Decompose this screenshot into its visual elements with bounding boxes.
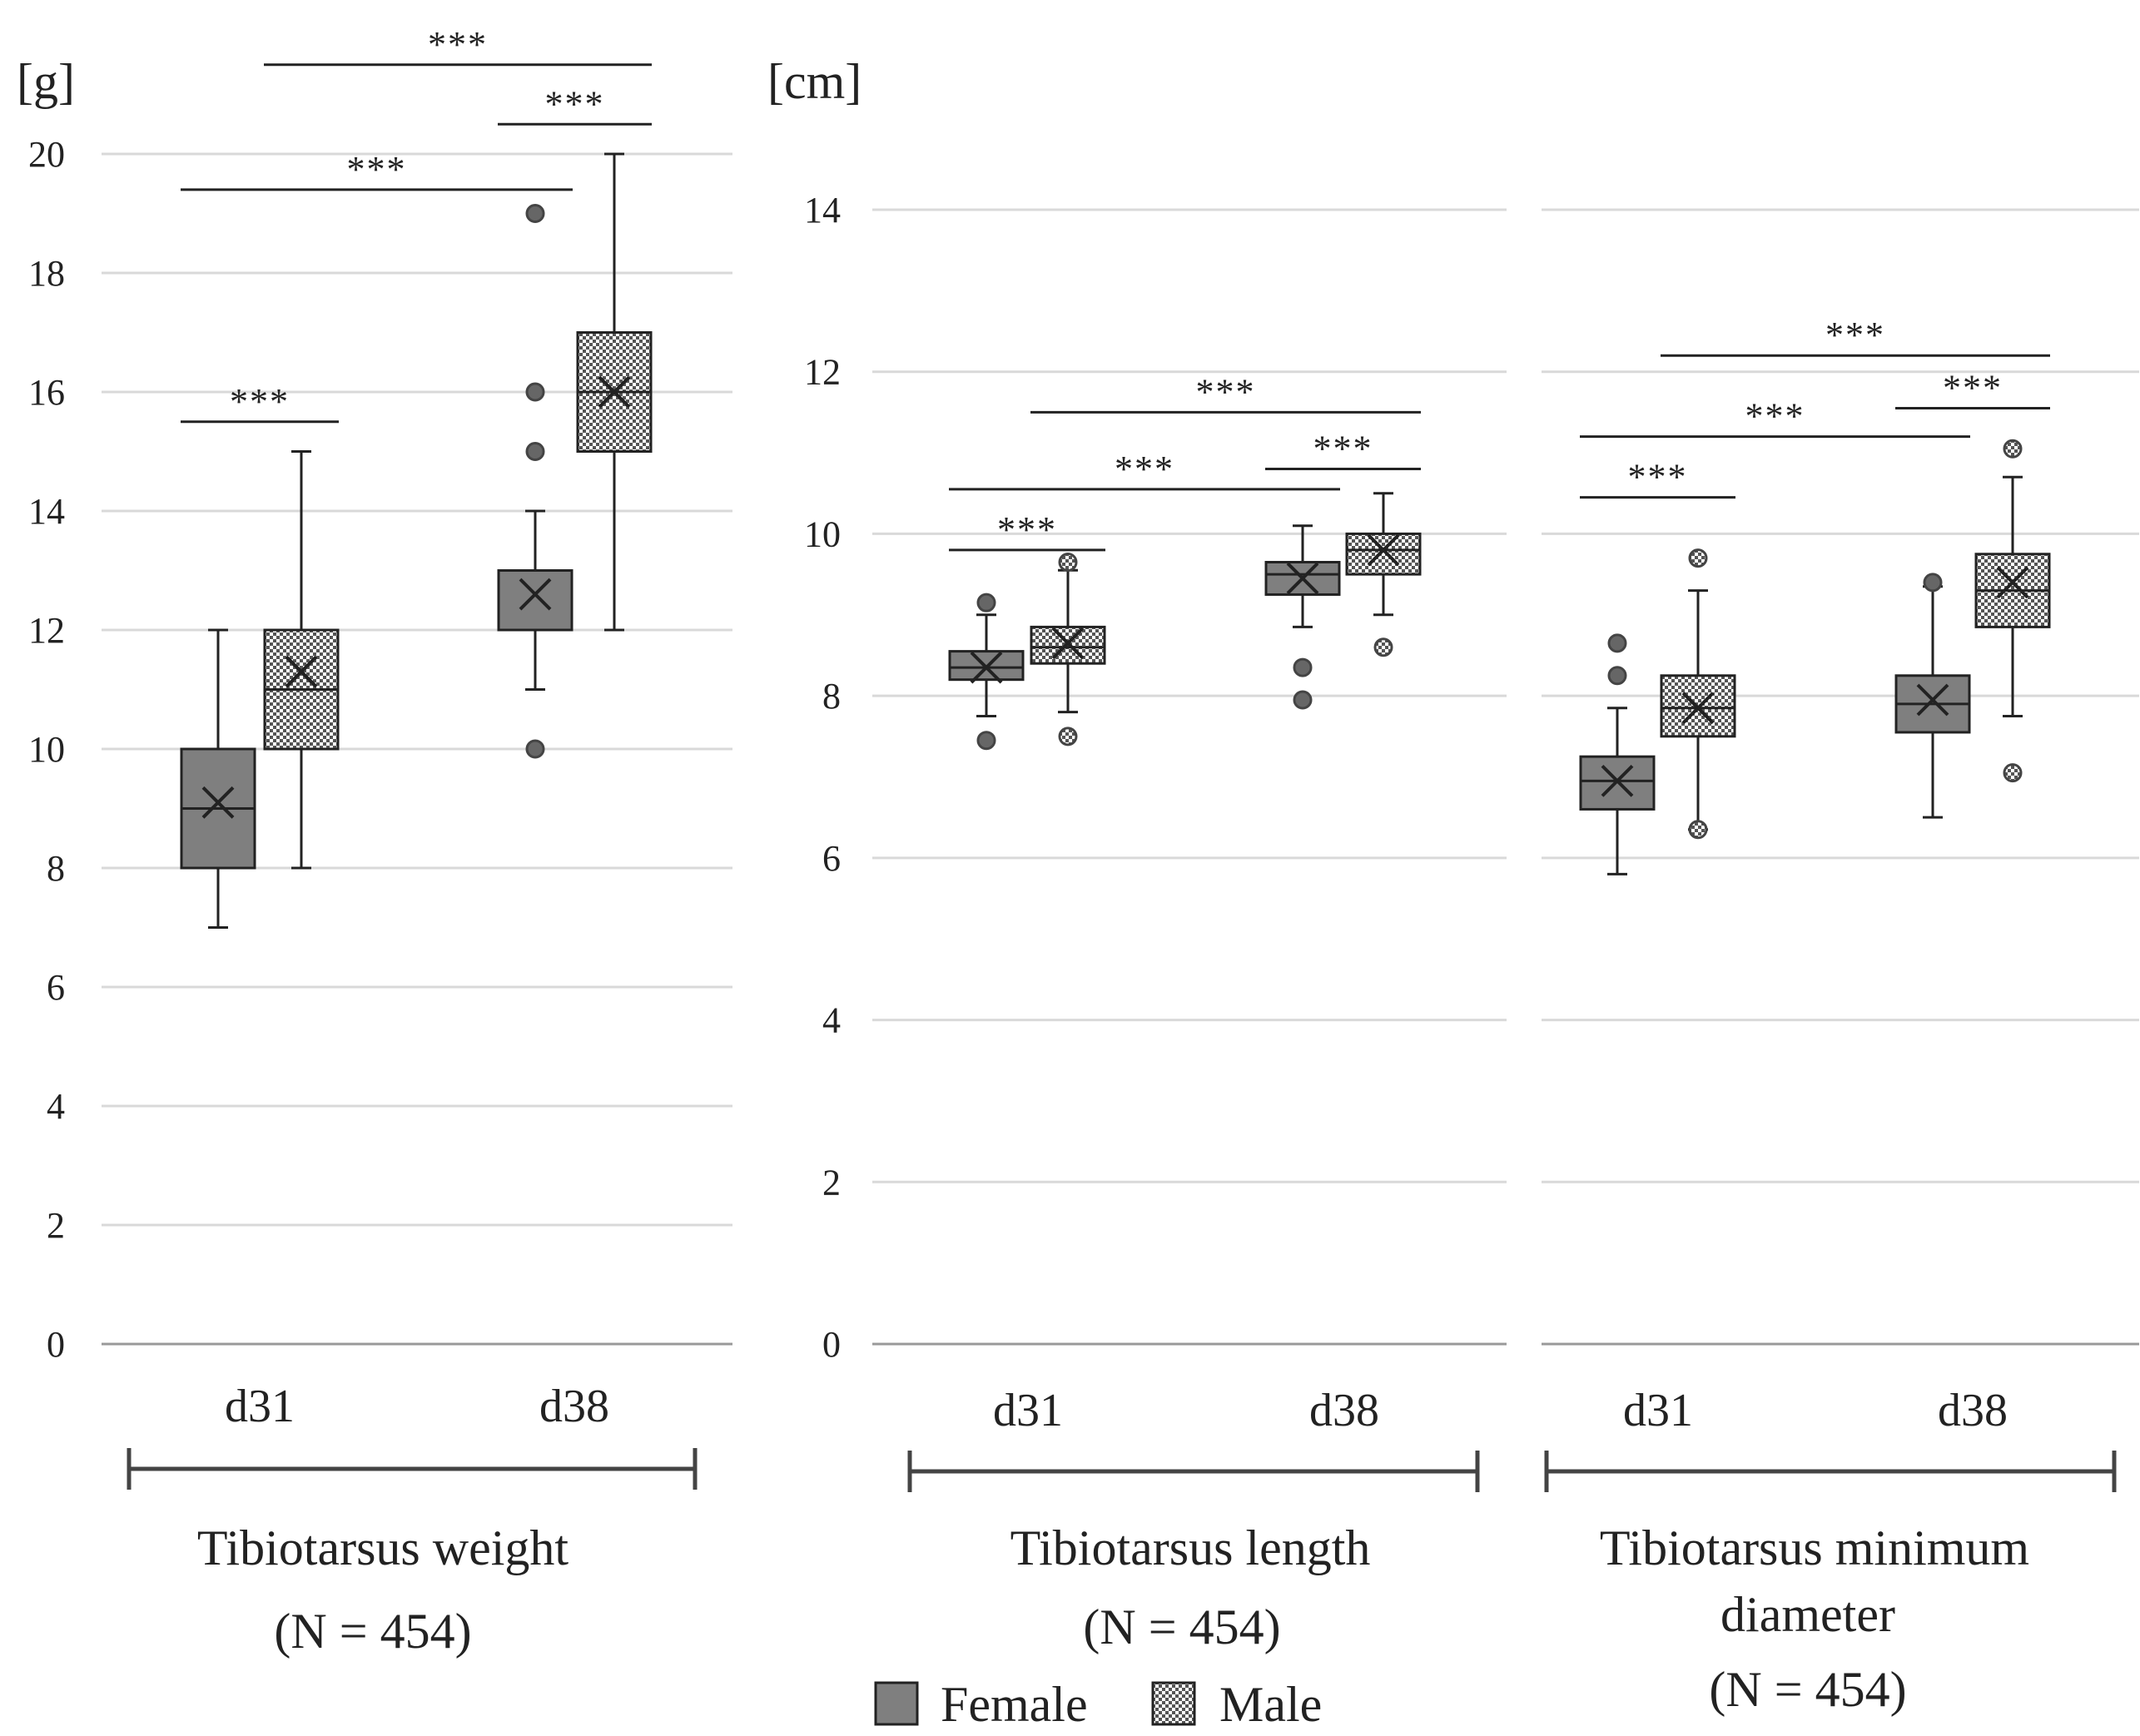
weight-y-tick-label: 14 bbox=[28, 491, 65, 532]
weight-y-tick-label: 0 bbox=[47, 1324, 65, 1365]
legend-female-swatch bbox=[874, 1681, 919, 1726]
weight-category-label-d31: d31 bbox=[225, 1381, 295, 1432]
length-unit-label: [cm] bbox=[767, 54, 861, 109]
weight-y-tick-label: 10 bbox=[28, 729, 65, 770]
length-group-label-line-1: Tibiotarsus length bbox=[1010, 1520, 1371, 1575]
length-y-tick-label: 2 bbox=[822, 1162, 841, 1203]
length-d38-male-mean-marker bbox=[1367, 533, 1400, 567]
diameter-category-label-d38: d38 bbox=[1938, 1385, 2008, 1436]
diameter-d31-female-outlier bbox=[1607, 633, 1627, 653]
diameter-d31-female-outlier bbox=[1607, 666, 1627, 686]
weight-y-tick-label: 6 bbox=[47, 967, 65, 1008]
length-d38-female-mean-marker bbox=[1286, 562, 1319, 595]
weight-d38-female-mean-marker bbox=[519, 578, 552, 611]
weight-significance-label: *** bbox=[428, 24, 488, 65]
weight-d38-female-outlier bbox=[525, 382, 545, 402]
length-d38-male-outlier bbox=[1373, 637, 1393, 657]
weight-significance-label: *** bbox=[347, 149, 407, 190]
weight-d38-female-box bbox=[497, 569, 573, 632]
diameter-panel: *** *** *** *** d31 d38 bbox=[1542, 208, 2139, 1492]
weight-group-label-line-2: (N = 454) bbox=[274, 1604, 471, 1659]
diameter-d31-female-mean-marker bbox=[1601, 764, 1634, 797]
diameter-d38-female-outlier bbox=[1923, 573, 1943, 593]
length-d38-female-outlier bbox=[1293, 690, 1313, 710]
weight-panel: 0 2 4 6 8 10 12 14 16 18 20 *** *** *** *** d31 d38 bbox=[28, 24, 732, 1490]
diameter-d31-male-outlier bbox=[1688, 820, 1708, 840]
weight-y-tick-label: 2 bbox=[47, 1205, 65, 1246]
length-d31-male-outlier bbox=[1058, 727, 1078, 746]
weight-d31-male-mean-marker bbox=[285, 655, 318, 688]
length-y-tick-label: 10 bbox=[804, 513, 841, 554]
diameter-significance-label: *** bbox=[1825, 315, 1885, 355]
length-d31-female-outlier bbox=[976, 731, 996, 751]
length-y-tick-label: 6 bbox=[822, 838, 841, 879]
weight-d38-female-outlier bbox=[525, 739, 545, 759]
weight-significance-label: *** bbox=[545, 83, 605, 124]
length-y-tick-label: 0 bbox=[822, 1324, 841, 1365]
length-d38-male-box bbox=[1345, 532, 1422, 576]
length-y-tick-label: 14 bbox=[804, 190, 841, 231]
diameter-d38-female-mean-marker bbox=[1916, 683, 1949, 717]
weight-y-tick-label: 16 bbox=[28, 372, 65, 413]
weight-unit-label: [g] bbox=[17, 54, 75, 109]
length-significance-label: *** bbox=[1115, 449, 1174, 489]
weight-category-label-d38: d38 bbox=[539, 1381, 609, 1432]
weight-d38-female-outlier bbox=[525, 442, 545, 461]
weight-y-tick-label: 8 bbox=[47, 848, 65, 889]
length-d31-female-mean-marker bbox=[970, 651, 1003, 684]
legend-male-swatch bbox=[1151, 1681, 1196, 1726]
length-y-tick-label: 8 bbox=[822, 676, 841, 717]
length-d31-male-mean-marker bbox=[1051, 627, 1085, 660]
diameter-d38-male-outlier bbox=[2003, 763, 2023, 783]
length-d31-male-outlier bbox=[1058, 553, 1078, 573]
diameter-d31-male-outlier bbox=[1688, 548, 1708, 568]
length-significance-label: *** bbox=[1196, 371, 1256, 412]
diameter-group-label-line-2: diameter bbox=[1720, 1587, 1895, 1642]
length-significance-label: *** bbox=[997, 509, 1057, 550]
weight-d38-female-outlier bbox=[525, 204, 545, 223]
length-panel: 0 2 4 6 8 10 12 14 *** *** *** *** d31 d38 bbox=[804, 190, 1507, 1492]
length-y-tick-label: 4 bbox=[822, 1000, 841, 1041]
weight-y-tick-label: 18 bbox=[28, 253, 65, 294]
weight-y-tick-label: 4 bbox=[47, 1086, 65, 1127]
length-category-label-d31: d31 bbox=[993, 1385, 1063, 1436]
length-group-label-line-2: (N = 454) bbox=[1083, 1600, 1280, 1654]
diameter-significance-label: *** bbox=[1943, 368, 2003, 409]
diameter-category-label-d31: d31 bbox=[1623, 1385, 1693, 1436]
weight-d38-male-mean-marker bbox=[598, 375, 631, 409]
length-significance-label: *** bbox=[1313, 429, 1373, 469]
diameter-d31-male-mean-marker bbox=[1681, 692, 1715, 725]
diameter-d38-male-mean-marker bbox=[1996, 566, 2029, 599]
length-d31-female-outlier bbox=[976, 593, 996, 613]
diameter-significance-label: *** bbox=[1745, 396, 1805, 437]
weight-y-tick-label: 20 bbox=[28, 134, 65, 175]
weight-significance-label: *** bbox=[230, 381, 290, 422]
diameter-d38-male-outlier bbox=[2003, 439, 2023, 459]
length-d38-female-outlier bbox=[1293, 657, 1313, 677]
weight-d31-female-mean-marker bbox=[201, 786, 235, 819]
weight-y-tick-label: 12 bbox=[28, 610, 65, 651]
diameter-significance-label: *** bbox=[1628, 457, 1688, 498]
legend-male-label: Male bbox=[1219, 1677, 1322, 1732]
length-y-tick-label: 12 bbox=[804, 352, 841, 393]
weight-group-label-line-1: Tibiotarsus weight bbox=[197, 1520, 569, 1575]
legend-female-label: Female bbox=[941, 1677, 1088, 1732]
diameter-group-label-line-1: Tibiotarsus minimum bbox=[1600, 1520, 2029, 1575]
diameter-group-label-line-3: (N = 454) bbox=[1709, 1662, 1906, 1717]
legend: Female Male bbox=[874, 1677, 1322, 1732]
length-category-label-d38: d38 bbox=[1309, 1385, 1379, 1436]
